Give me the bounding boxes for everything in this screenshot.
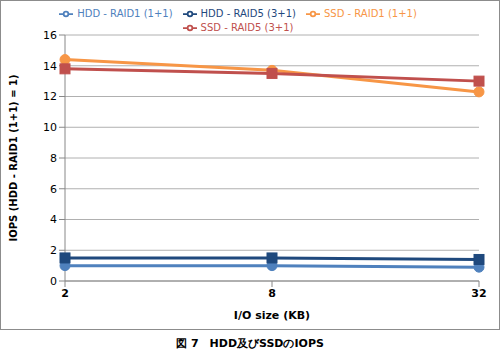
html-text:HDD - RAID1 (1+1): HDD - RAID1 (1+1) (77, 8, 173, 19)
svg-text:32: 32 (471, 287, 486, 300)
svg-text:16: 16 (43, 29, 57, 42)
svg-text:10: 10 (43, 121, 57, 134)
svg-text:6: 6 (50, 183, 57, 196)
html-text:HDD - RAID5 (3+1): HDD - RAID5 (3+1) (200, 8, 296, 19)
html-text:SSD - RAID5 (3+1): SSD - RAID5 (3+1) (200, 22, 294, 33)
html-text:SSD - RAID1 (1+1): SSD - RAID1 (1+1) (324, 8, 417, 19)
svg-text:8: 8 (268, 287, 276, 300)
svg-text:I/O size (KB): I/O size (KB) (234, 309, 310, 322)
svg-text:2: 2 (50, 244, 57, 257)
svg-text:IOPS (HDD - RAID1 (1+1) = 1): IOPS (HDD - RAID1 (1+1) = 1) (8, 74, 19, 241)
svg-text:8: 8 (50, 152, 57, 165)
svg-text:14: 14 (43, 60, 57, 73)
html-text:図 7 HDD及びSSDのIOPS: 図 7 HDD及びSSDのIOPS (176, 337, 324, 350)
svg-text:12: 12 (43, 90, 57, 103)
svg-text:0: 0 (50, 275, 57, 288)
svg-text:2: 2 (61, 287, 69, 300)
svg-text:4: 4 (50, 213, 57, 226)
